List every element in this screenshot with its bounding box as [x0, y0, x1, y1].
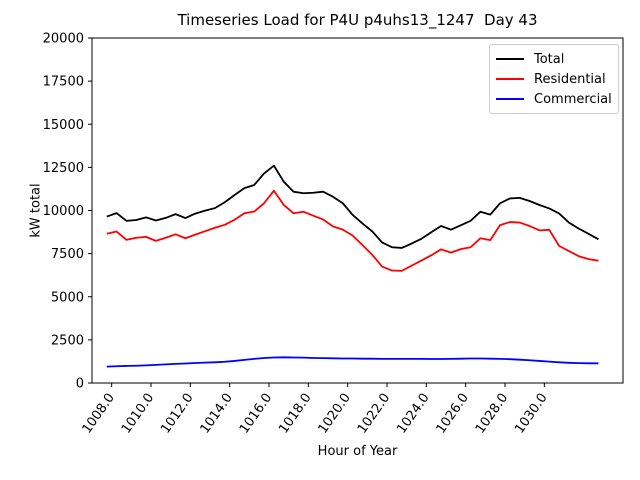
series-line-residential	[106, 189, 599, 272]
x-tick-label: 1028.0	[473, 391, 511, 437]
legend-label: Total	[534, 51, 565, 67]
x-tick-label: 1014.0	[198, 391, 236, 437]
x-tick-label: 1008.0	[80, 391, 118, 437]
series-line-commercial	[106, 356, 599, 368]
y-tick-label: 7500	[51, 247, 84, 262]
x-tick-label: 1010.0	[119, 391, 157, 437]
legend-label: Commercial	[534, 91, 612, 107]
legend: Total Residential Commercial	[489, 44, 619, 114]
legend-label: Residential	[534, 71, 606, 87]
legend-entry-total: Total	[496, 53, 612, 66]
x-tick-label: 1022.0	[355, 391, 393, 437]
y-tick-label: 20000	[43, 32, 84, 47]
x-tick-label: 1018.0	[276, 391, 314, 437]
legend-line-swatch	[496, 78, 524, 80]
x-axis-label: Hour of Year	[317, 444, 398, 459]
x-tick-label: 1020.0	[316, 391, 354, 437]
series-line-total	[106, 164, 599, 249]
x-tick-label: 1012.0	[158, 391, 196, 437]
y-tick-label: 10000	[43, 204, 84, 219]
y-axis-label: kW total	[28, 183, 44, 238]
chart-title: Timeseries Load for P4U p4uhs13_1247 Day…	[177, 11, 538, 29]
x-tick-label: 1024.0	[394, 391, 432, 437]
y-tick-label: 17500	[43, 75, 84, 90]
legend-line-swatch	[496, 58, 524, 60]
x-tick-label: 1030.0	[512, 391, 550, 437]
legend-entry-commercial: Commercial	[496, 93, 612, 106]
y-tick-label: 12500	[43, 161, 84, 176]
y-tick-label: 0	[76, 377, 84, 392]
y-tick-label: 2500	[51, 333, 84, 348]
legend-entry-residential: Residential	[496, 73, 612, 86]
x-tick-label: 1016.0	[237, 391, 275, 437]
y-tick-label: 15000	[43, 118, 84, 133]
x-tick-label: 1026.0	[434, 391, 472, 437]
legend-line-swatch	[496, 98, 524, 100]
y-tick-label: 5000	[51, 290, 84, 305]
